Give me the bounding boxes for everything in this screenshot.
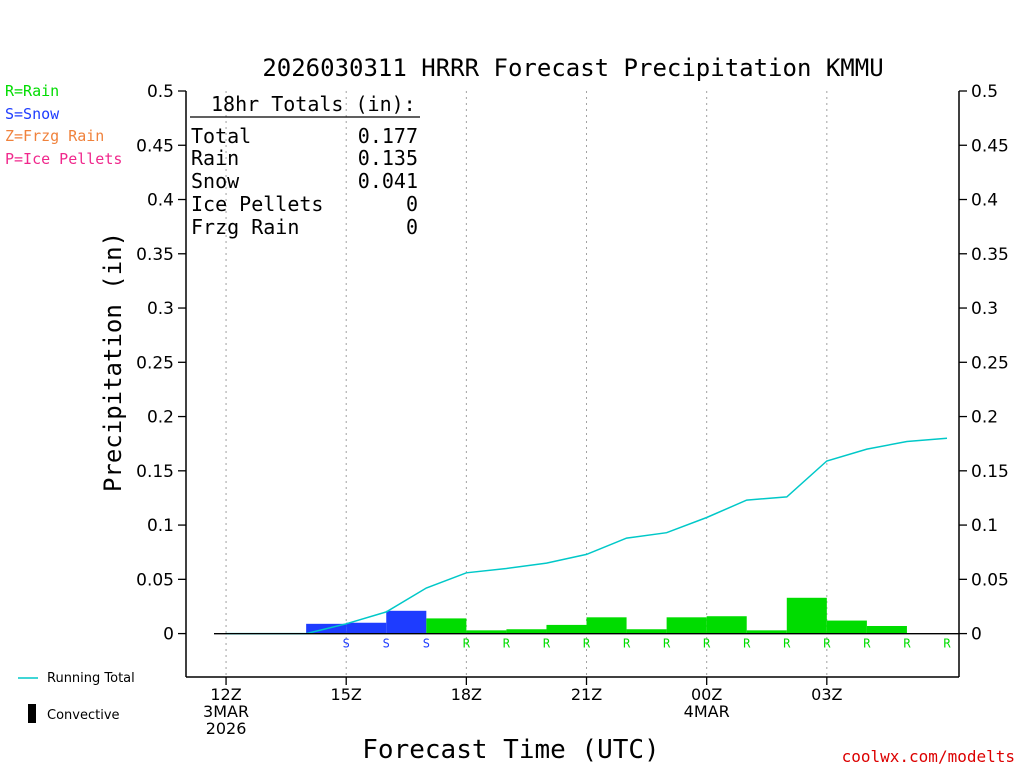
chart-title: 2026030311 HRRR Forecast Precipitation K… (262, 54, 883, 82)
x-tick-label: 2026 (206, 719, 247, 738)
precip-type-marker: S (383, 637, 390, 651)
precip-type-marker: S (343, 637, 350, 651)
y-tick-label: 0.45 (136, 136, 174, 156)
y-tick-label-right: 0.05 (971, 570, 1009, 590)
y-tick-label-right: 0.15 (971, 462, 1009, 482)
y-tick-label-right: 0.1 (971, 516, 998, 536)
y-tick-label: 0.1 (147, 516, 174, 536)
legend-rain: R=Rain (5, 82, 59, 100)
precip-bar (746, 630, 787, 634)
legend-frzg-rain: Z=Frzg Rain (5, 127, 104, 145)
precip-type-marker: R (503, 637, 511, 651)
y-tick-label: 0.5 (147, 82, 174, 102)
precip-bar (786, 597, 827, 634)
x-tick-label: 12Z (210, 685, 241, 704)
totals-value: 0 (406, 192, 418, 216)
totals-box: 18hr Totals (in): Total 0.177 Rain 0.135… (190, 92, 420, 239)
precip-bar (706, 616, 747, 634)
precip-type-marker: R (543, 637, 551, 651)
precip-bar (506, 629, 547, 634)
x-tick-label: 15Z (331, 685, 362, 704)
precip-bar (546, 624, 587, 634)
totals-value: 0.135 (358, 146, 418, 170)
y-tick-label-right: 0.2 (971, 408, 998, 428)
y-tick-label: 0.3 (147, 299, 174, 319)
y-tick-label: 0.2 (147, 408, 174, 428)
y-tick-label: 0.25 (136, 353, 174, 373)
x-tick-label: 03Z (811, 685, 842, 704)
legend-convective: Convective (47, 708, 120, 723)
precip-type-marker: R (583, 637, 591, 651)
precip-type-marker: R (663, 637, 671, 651)
totals-value: 0.177 (358, 124, 418, 148)
precip-bar (626, 629, 667, 634)
totals-label: Snow (191, 169, 240, 193)
y-tick-label: 0.4 (147, 191, 174, 211)
y-ticks: 0 00.05 0.050.1 0.10.15 0.150.2 0.20.25 0.250.… (136, 82, 1009, 645)
y-axis-label: Precipitation (in) (99, 232, 127, 492)
totals-label: Rain (191, 146, 239, 170)
running-total-line (226, 437, 948, 635)
totals-label: Ice Pellets (191, 192, 323, 216)
x-axis-label: Forecast Time (UTC) (362, 735, 659, 765)
axes (185, 91, 960, 678)
y-tick-label: 0.15 (136, 462, 174, 482)
precip-bar (826, 620, 867, 634)
credit-text: coolwx.com/modelts (842, 747, 1015, 766)
precip-type-marker: R (903, 637, 911, 651)
precip-bar (866, 625, 907, 634)
y-tick-label-right: 0.25 (971, 353, 1009, 373)
x-tick-label: 21Z (571, 685, 602, 704)
precip-bar (346, 622, 387, 634)
precip-type-marker: S (423, 637, 430, 651)
precip-type-legend: R=Rain S=Snow Z=Frzg Rain P=Ice Pellets (5, 82, 122, 168)
precip-type-marker: R (783, 637, 791, 651)
legend-running-total: Running Total (47, 671, 135, 686)
y-tick-label-right: 0.5 (971, 82, 998, 102)
y-tick-label-right: 0.4 (971, 191, 998, 211)
x-tick-label: 4MAR (684, 702, 730, 721)
convective-swatch (28, 704, 36, 723)
precip-type-marker: R (863, 637, 871, 651)
precip-bar (666, 617, 707, 634)
y-tick-label-right: 0.35 (971, 245, 1009, 265)
precip-bar (586, 617, 627, 634)
precip-type-marker: R (463, 637, 471, 651)
y-tick-label-right: 0.3 (971, 299, 998, 319)
precip-type-marker: R (823, 637, 831, 651)
precip-bar (426, 618, 467, 634)
y-tick-label: 0.35 (136, 245, 174, 265)
totals-label: Frzg Rain (191, 215, 299, 239)
gridlines (225, 91, 828, 677)
y-tick-label-right: 0.45 (971, 136, 1009, 156)
totals-value: 0.041 (358, 169, 418, 193)
x-tick-label: 3MAR (203, 702, 249, 721)
precip-type-marker: R (743, 637, 751, 651)
bottom-legend: Running Total Convective (18, 671, 135, 723)
y-tick-label: 0.05 (136, 570, 174, 590)
y-tick-label-right: 0 (971, 625, 982, 645)
precip-bar (386, 610, 427, 634)
precip-bar (466, 630, 507, 634)
precip-type-marker: R (623, 637, 631, 651)
totals-label: Total (191, 124, 251, 148)
legend-ice-pellets: P=Ice Pellets (5, 150, 122, 168)
totals-header: 18hr Totals (in): (211, 92, 416, 116)
running-total-series (226, 437, 948, 635)
x-tick-label: 00Z (691, 685, 722, 704)
precip-type-marker: R (943, 637, 951, 651)
legend-snow: S=Snow (5, 105, 60, 123)
x-tick-label: 18Z (451, 685, 482, 704)
y-tick-label: 0 (163, 625, 174, 645)
totals-value: 0 (406, 215, 418, 239)
precip-type-marker: R (703, 637, 711, 651)
